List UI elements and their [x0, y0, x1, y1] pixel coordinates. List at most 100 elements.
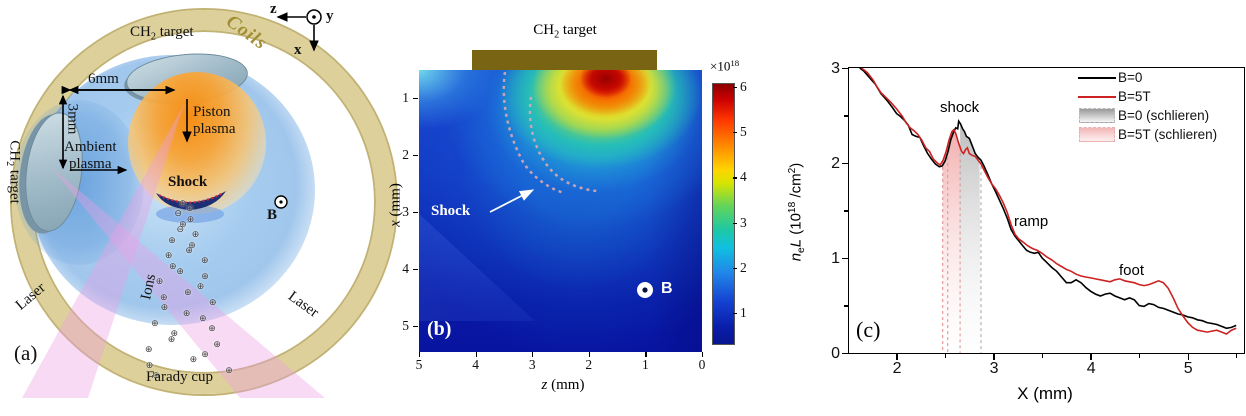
- ion-icon: ⊕: [151, 317, 159, 328]
- b-y-tick-label: 4: [402, 260, 409, 276]
- panel-c-letter: (c): [856, 317, 881, 342]
- c-x-tick-label: 4: [1086, 360, 1096, 377]
- axis-x-label: x: [294, 42, 302, 58]
- b-x-tick: [645, 352, 647, 357]
- b-x-tick-label: 5: [415, 357, 423, 372]
- ion-icon: ⊕: [152, 370, 160, 380]
- ions-scatter: ⊕ ⊕ ⊖ ⊕ ⊕ ⊖ ⊕ ⊕ ⊕ ⊕ ⊕ ⊕ ⊕ ⊕ ⊕ ⊕ ⊕ ⊕ ⊕ ⊕ ⊕ ⊕ ⊕ ⊕ ⊕ ⊕ ⊕ ⊕ ⊕ ⊕ ⊕ ⊕ ⊕ ⊕: [0, 0, 400, 416]
- c-y-major-tick: [842, 352, 848, 355]
- b-y-tick-label: 5: [402, 317, 409, 333]
- b-x-tick-label: 4: [472, 357, 479, 372]
- c-annotation-ramp: ramp: [1014, 213, 1049, 230]
- faraday-cup-label: Farady cup: [146, 369, 214, 385]
- axis-z-label: z: [270, 1, 277, 17]
- ion-icon: ⊕: [169, 260, 177, 271]
- b-target-title: CH2 target: [533, 22, 597, 41]
- legend-swatch-band: [1076, 127, 1118, 142]
- ion-icon: ⊕: [191, 229, 200, 240]
- c-x-tick-label: 5: [1183, 360, 1193, 377]
- ion-icon: ⊕: [208, 323, 216, 334]
- ion-icon: ⊕: [186, 213, 195, 224]
- panel-a-letter: (a): [14, 341, 38, 365]
- c-x-major-tick: [896, 353, 898, 360]
- colorbar-tick-label: 5: [740, 124, 747, 140]
- ion-icon: ⊕: [145, 343, 153, 354]
- legend-swatch-line: [1076, 95, 1118, 98]
- ion-icon: ⊕: [209, 297, 217, 307]
- coordinate-axes: [276, 9, 322, 52]
- b-heatmap-overlay: [489, 71, 653, 298]
- c-x-minor-tick: [1042, 353, 1044, 358]
- ion-icon: ⊖: [176, 224, 185, 235]
- legend-row: B=5T (schlieren): [1076, 125, 1217, 144]
- ion-icon: ⊖: [174, 208, 182, 219]
- b-x-tick: [532, 352, 534, 357]
- colorbar-tick-label: 1: [740, 305, 747, 320]
- ion-icon: ⊕: [160, 302, 169, 313]
- ion-icon: ⊕: [213, 338, 221, 349]
- c-y-tick-label: 3: [831, 59, 840, 77]
- c-legend: B=0 B=5T B=0 (schlieren) B=5T (schlieren): [1076, 68, 1217, 144]
- b-y-tick: [413, 211, 418, 214]
- colorbar-tick-label: 6: [740, 79, 747, 94]
- ion-icon: ⊕: [179, 218, 187, 229]
- c-y-tick-label: 0: [831, 344, 840, 362]
- c-y-major-tick: [842, 257, 848, 260]
- axis-y-label: y: [326, 8, 334, 24]
- ion-icon: ⊕: [201, 271, 209, 281]
- b-target-bar: [472, 50, 657, 71]
- c-ylabel: neL (1018 /cm2): [787, 162, 807, 262]
- shock-front-arc-2: [528, 96, 598, 193]
- b-x-tick: [702, 352, 704, 357]
- ion-icon: ⊕: [179, 198, 187, 208]
- legend-row: B=0 (schlieren): [1076, 106, 1217, 125]
- b-field-out-of-page-icon: [274, 195, 288, 209]
- b-x-tick-label: 1: [642, 357, 649, 372]
- legend-row: B=5T: [1076, 87, 1217, 106]
- b-y-tick-label: 1: [402, 89, 409, 105]
- c-y-minor-tick: [844, 115, 848, 117]
- b-x-tick: [588, 352, 590, 357]
- legend-line-swatch: [1078, 76, 1116, 79]
- shock-front-arc-1: [502, 71, 565, 195]
- b-field-label-b: B: [661, 280, 673, 297]
- panel-a-schematic: ⊕ ⊕ ⊖ ⊕ ⊕ ⊖ ⊕ ⊕ ⊕ ⊕ ⊕ ⊕ ⊕ ⊕ ⊕ ⊕ ⊕ ⊕ ⊕ ⊕ ⊕ ⊕ ⊕ ⊕ ⊕ ⊕ ⊕ ⊕ ⊕ ⊕ ⊕ ⊕ ⊕ ⊕ Coils…: [0, 0, 400, 416]
- legend-band-swatch: [1079, 127, 1115, 142]
- left-target-label: CH2 target: [3, 140, 23, 204]
- top-target-label: CH2 target: [130, 24, 194, 43]
- shock-crescent: [156, 191, 226, 223]
- colorbar: [712, 83, 735, 345]
- schlieren-band: [942, 130, 961, 353]
- c-x-minor-tick: [1139, 353, 1141, 358]
- b-y-tick: [413, 268, 418, 271]
- ion-icon: ⊕: [184, 286, 192, 297]
- legend-swatch-band: [1076, 108, 1118, 123]
- legend-label: B=0: [1118, 70, 1143, 85]
- c-y-tick-label: 1: [831, 249, 840, 267]
- shock-label-b: Shock: [431, 203, 471, 219]
- ion-icon: ⊕: [186, 203, 194, 214]
- ion-icon: ⊕: [201, 349, 209, 360]
- b-x-tick: [419, 352, 421, 357]
- legend-line-swatch: [1078, 95, 1116, 98]
- ion-icon: ⊕: [188, 239, 196, 250]
- legend-label: B=5T: [1118, 89, 1151, 104]
- b-x-tick: [475, 352, 477, 357]
- b-heatmap: Shock B (b): [419, 70, 702, 352]
- series-b-0: [859, 68, 1237, 330]
- legend-band-swatch: [1079, 108, 1115, 123]
- colorbar-tick: [733, 222, 737, 224]
- colorbar-tick-label: 2: [740, 259, 747, 275]
- ion-icon: ⊕: [155, 276, 164, 287]
- c-x-major-tick: [1090, 353, 1092, 360]
- c-x-tick-label: 3: [989, 360, 999, 377]
- c-y-major-tick: [842, 162, 848, 165]
- ion-icon: ⊕: [145, 359, 154, 370]
- c-annotation-shock: shock: [940, 99, 980, 116]
- c-x-minor-tick: [945, 353, 947, 358]
- b-y-tick: [413, 154, 418, 157]
- ion-icon: ⊕: [199, 312, 207, 323]
- ion-icon: ⊕: [185, 244, 193, 255]
- b-x-tick-label: 3: [528, 357, 536, 372]
